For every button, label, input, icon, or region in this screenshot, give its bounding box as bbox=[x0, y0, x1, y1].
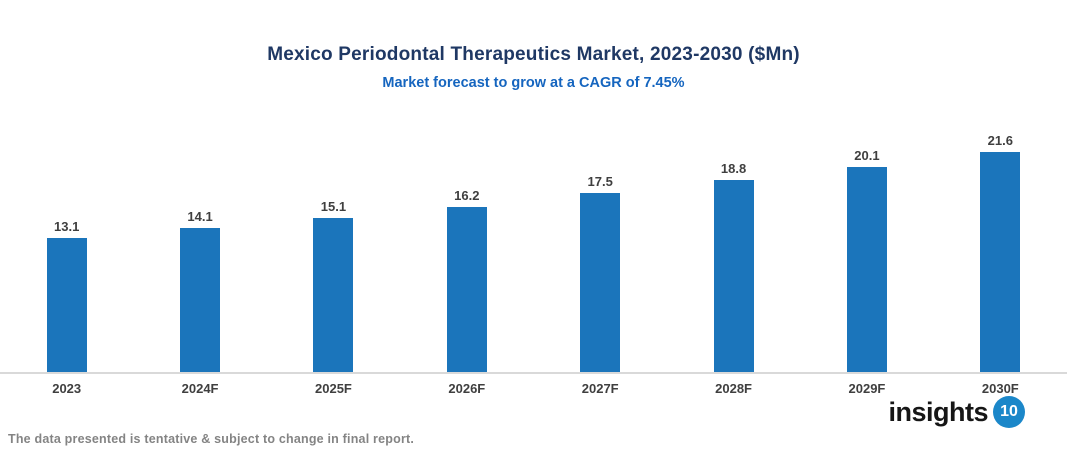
insights10-logo: insights 10 bbox=[888, 396, 1025, 428]
footer-disclaimer: The data presented is tentative & subjec… bbox=[8, 432, 415, 446]
chart-subtitle: Market forecast to grow at a CAGR of 7.4… bbox=[382, 75, 685, 91]
bar bbox=[46, 238, 87, 372]
logo-text: insights bbox=[888, 396, 988, 427]
bar-value-label: 16.2 bbox=[454, 188, 480, 203]
x-axis-line bbox=[0, 372, 1067, 374]
x-axis-label: 2026F bbox=[448, 381, 486, 396]
x-axis-label: 2029F bbox=[848, 381, 886, 396]
bar-column: 18.8 bbox=[667, 161, 800, 372]
bar bbox=[180, 228, 221, 372]
bar bbox=[846, 167, 887, 372]
bar-column: 21.6 bbox=[934, 133, 1067, 372]
bar-column: 17.5 bbox=[534, 174, 667, 372]
bar-value-label: 15.1 bbox=[320, 199, 347, 214]
x-axis-label: 2024F bbox=[181, 381, 219, 396]
chart-header: Mexico Periodontal Therapeutics Market, … bbox=[0, 0, 1067, 91]
logo-badge-10: 10 bbox=[993, 396, 1025, 428]
bar-column: 14.1 bbox=[133, 209, 266, 372]
bar-column: 20.1 bbox=[800, 148, 933, 372]
x-axis-label: 2030F bbox=[981, 381, 1019, 396]
x-axis-label: 2028F bbox=[715, 381, 752, 396]
x-axis-label: 2025F bbox=[315, 381, 352, 396]
x-axis-labels: 2023 2024F 2025F 2026F 2027F 2028F 2029F 2030F bbox=[0, 374, 1067, 396]
x-axis-label: 2023 bbox=[52, 381, 82, 396]
bar-column: 15.1 bbox=[267, 199, 400, 372]
bar bbox=[980, 152, 1021, 372]
bar-value-label: 21.6 bbox=[987, 133, 1013, 148]
bar-column: 16.2 bbox=[400, 188, 533, 372]
bar bbox=[713, 180, 754, 372]
bar-column: 13.1 bbox=[0, 219, 133, 372]
bar-value-label: 20.1 bbox=[854, 148, 880, 163]
bar-value-label: 13.1 bbox=[54, 219, 80, 234]
bar bbox=[313, 218, 354, 372]
bar-value-label: 14.1 bbox=[187, 209, 213, 224]
bar-value-label: 17.5 bbox=[587, 174, 613, 189]
bar bbox=[580, 193, 621, 372]
plot-area: 13.1 14.1 15.1 16.2 17.5 18.8 20.1 21.6 bbox=[0, 126, 1067, 372]
bar-chart: 13.1 14.1 15.1 16.2 17.5 18.8 20.1 21.6 2023 202… bbox=[0, 126, 1067, 396]
x-axis-label: 2027F bbox=[581, 381, 619, 396]
bar bbox=[446, 207, 487, 372]
bar-value-label: 18.8 bbox=[720, 161, 747, 176]
chart-title: Mexico Periodontal Therapeutics Market, … bbox=[267, 44, 800, 65]
